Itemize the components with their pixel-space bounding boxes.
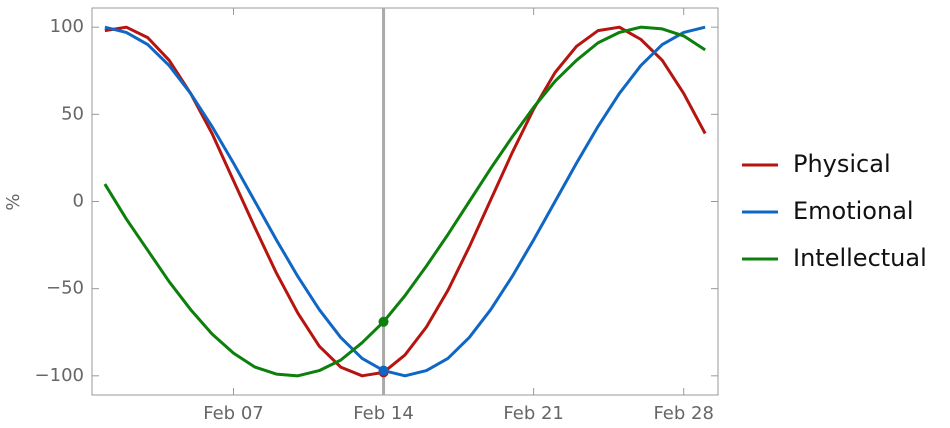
series-line <box>103 25 706 378</box>
series-line <box>104 25 707 378</box>
legend-label: Intellectual <box>793 244 927 272</box>
y-tick-label: −50 <box>46 278 84 299</box>
x-tick-label: Feb 21 <box>503 403 564 424</box>
plot-frame <box>91 7 719 396</box>
y-tick-label: −100 <box>35 365 84 386</box>
y-axis-label: % <box>3 193 24 210</box>
y-tick-label: 100 <box>50 16 84 37</box>
x-tick-label: Feb 28 <box>653 403 714 424</box>
marker-point <box>378 316 389 327</box>
legend-label: Physical <box>793 150 891 178</box>
series-line <box>104 25 706 378</box>
marker-point <box>378 365 389 376</box>
y-tick-label: 50 <box>61 103 84 124</box>
x-tick-label: Feb 14 <box>353 403 414 424</box>
legend-label: Emotional <box>793 197 914 225</box>
y-tick-label: 0 <box>73 191 84 212</box>
x-tick-label: Feb 07 <box>203 403 264 424</box>
